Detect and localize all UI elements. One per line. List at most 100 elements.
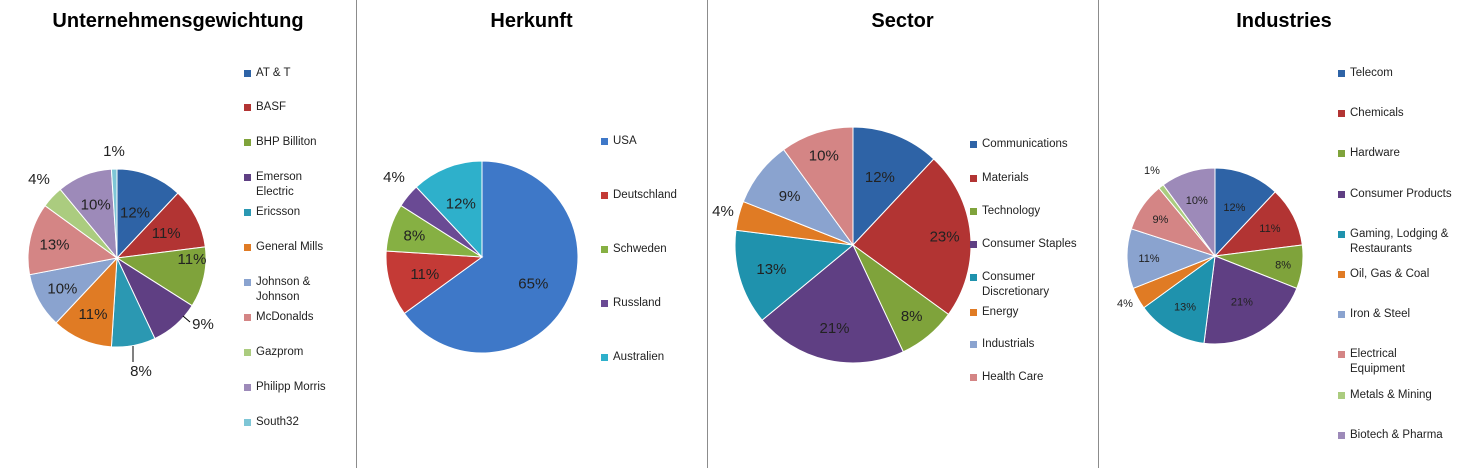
legend-swatch bbox=[1338, 271, 1345, 278]
legend-item-telecom: Telecom bbox=[1338, 66, 1393, 81]
legend-label: AT & T bbox=[256, 67, 291, 79]
pie-slice-gaming-lodging-and-restaurants[interactable] bbox=[1143, 254, 1216, 344]
legend-swatch bbox=[970, 274, 977, 281]
pie-slice-deutschland[interactable] bbox=[385, 250, 484, 315]
legend-swatch bbox=[1338, 70, 1345, 77]
legend-item-oil-gas-and-coal: Oil, Gas & Coal bbox=[1338, 267, 1429, 282]
legend-swatch bbox=[601, 138, 608, 145]
legend-label: Hardware bbox=[1350, 147, 1400, 159]
chart-panel-sector: Sector 12% 23% 8% 21% 13% 4% 9% 10% Communication… bbox=[707, 0, 1098, 468]
legend-swatch bbox=[244, 349, 251, 356]
pie-slice-south32[interactable] bbox=[110, 168, 118, 259]
data-label-usa: 65% bbox=[518, 275, 548, 292]
legend-label: Biotech & Pharma bbox=[1350, 429, 1443, 441]
legend-label: Technology bbox=[982, 205, 1041, 217]
legend-item-emerson-electric: Emerson Electric bbox=[244, 170, 302, 200]
data-label-chemicals: 11% bbox=[1259, 223, 1280, 235]
pie-slice-consumer-discretionary[interactable] bbox=[734, 229, 855, 321]
legend-item-russland: Russland bbox=[601, 296, 661, 311]
legend-swatch bbox=[970, 341, 977, 348]
legend-label: Metals & Mining bbox=[1350, 389, 1432, 401]
legend-swatch bbox=[970, 309, 977, 316]
legend-label: Health Care bbox=[982, 371, 1044, 383]
legend-label: Materials bbox=[982, 172, 1029, 184]
data-label-hardware: 8% bbox=[1275, 260, 1291, 272]
pie-slice-mcdonalds[interactable] bbox=[27, 204, 119, 276]
data-label-emerson-electric: 9% bbox=[192, 316, 214, 333]
panel-divider bbox=[356, 0, 357, 468]
legend-item-iron-and-steel: Iron & Steel bbox=[1338, 307, 1410, 322]
chart-title: Unternehmensgewichtung bbox=[52, 10, 304, 32]
legend-swatch bbox=[1338, 392, 1345, 399]
legend-item-technology: Technology bbox=[970, 204, 1040, 219]
legend-label: Gazprom bbox=[256, 346, 304, 358]
legend-item-communications: Communications bbox=[970, 137, 1068, 152]
pie-slice-materials[interactable] bbox=[852, 158, 972, 316]
data-label-iron-and-steel: 11% bbox=[1138, 253, 1159, 265]
legend-swatch bbox=[1338, 432, 1345, 439]
legend-swatch bbox=[244, 314, 251, 321]
pie-slice-communications[interactable] bbox=[852, 126, 935, 247]
legend-item-biotech-and-pharma: Biotech & Pharma bbox=[1338, 428, 1443, 443]
chart-title: Herkunft bbox=[490, 10, 573, 32]
pie-slice-health-care[interactable] bbox=[782, 126, 854, 247]
pie-slice-biotech-and-pharma[interactable] bbox=[1162, 167, 1216, 258]
pie-slice-consumer-products[interactable] bbox=[1203, 255, 1298, 345]
legend-label: BASF bbox=[256, 101, 287, 113]
legend-item-at-and-t: AT & T bbox=[244, 66, 291, 81]
legend-item-bhp-billiton: BHP Billiton bbox=[244, 135, 317, 150]
legend-item-schweden: Schweden bbox=[601, 242, 667, 257]
data-label-schweden: 8% bbox=[404, 227, 426, 244]
leader-line bbox=[182, 315, 191, 323]
pie-slice-at-and-t[interactable] bbox=[116, 168, 179, 260]
legend-label: Emerson Electric bbox=[256, 171, 303, 198]
pie-chart: 12% 11% 8% 21% 13% 4% 11% 9% 1% 10% bbox=[1117, 165, 1304, 345]
legend-label: Energy bbox=[982, 306, 1019, 318]
legend-item-south32: South32 bbox=[244, 415, 299, 430]
data-label-ericsson: 8% bbox=[130, 363, 152, 380]
legend-label: Australien bbox=[613, 351, 665, 363]
legend-item-materials: Materials bbox=[970, 171, 1029, 186]
data-label-electrical-equipment: 9% bbox=[1152, 214, 1168, 226]
legend-item-energy: Energy bbox=[970, 305, 1018, 320]
legend-item-consumer-discretionary: Consumer Discretionary bbox=[970, 270, 1049, 300]
legend-item-consumer-products: Consumer Products bbox=[1338, 187, 1452, 202]
legend-label: Gaming, Lodging & Restaurants bbox=[1350, 228, 1449, 255]
legend-item-australien: Australien bbox=[601, 350, 664, 365]
pie-slice-australien[interactable] bbox=[415, 160, 483, 259]
pie-slice-usa[interactable] bbox=[403, 160, 579, 354]
chart-panel-industries: Industries 12% 11% 8% 21% 13% 4% 11% 9% 1% 10% Tele… bbox=[1098, 0, 1470, 468]
legend-swatch bbox=[244, 174, 251, 181]
legend-label: South32 bbox=[256, 416, 299, 428]
legend-label: Consumer Products bbox=[1350, 188, 1452, 200]
legend-label: Communications bbox=[982, 138, 1068, 150]
legend-label: Schweden bbox=[613, 243, 667, 255]
data-label-consumer-discretionary: 13% bbox=[756, 261, 786, 278]
legend-label: Russland bbox=[613, 297, 661, 309]
legend-swatch bbox=[601, 300, 608, 307]
data-label-consumer-products: 21% bbox=[1231, 296, 1253, 308]
legend-label: Johnson & Johnson bbox=[256, 276, 311, 303]
chart-panel-herkunft: Herkunft 65% 11% 8% 4% 12% USA Deutschland Schwe… bbox=[356, 0, 707, 468]
data-label-mcdonalds: 13% bbox=[39, 236, 69, 253]
legend-item-hardware: Hardware bbox=[1338, 146, 1400, 161]
legend-label: Ericsson bbox=[256, 206, 301, 218]
panel-divider bbox=[707, 0, 708, 468]
legend-label: Chemicals bbox=[1350, 107, 1404, 119]
legend-swatch bbox=[244, 244, 251, 251]
pie-chart: 12%11%11%9%8%11%10%13%4%10%1% bbox=[27, 143, 214, 380]
pie-slice-consumer-staples[interactable] bbox=[761, 244, 904, 364]
data-label-johnson-and-johnson: 10% bbox=[47, 280, 77, 297]
chart-title: Sector bbox=[871, 10, 934, 32]
data-label-consumer-staples: 21% bbox=[819, 320, 849, 337]
legend-swatch bbox=[970, 208, 977, 215]
legend-swatch bbox=[1338, 231, 1345, 238]
data-label-energy: 4% bbox=[712, 203, 734, 220]
data-label-australien: 12% bbox=[446, 196, 476, 213]
data-label-metals-and-mining: 1% bbox=[1144, 165, 1160, 177]
legend-label: USA bbox=[613, 135, 637, 147]
legend-item-chemicals: Chemicals bbox=[1338, 106, 1404, 121]
pie-slice-telecom[interactable] bbox=[1214, 167, 1276, 258]
legend-label: Industrials bbox=[982, 338, 1035, 350]
legend-item-electrical-equipment: Electrical Equipment bbox=[1338, 347, 1405, 377]
